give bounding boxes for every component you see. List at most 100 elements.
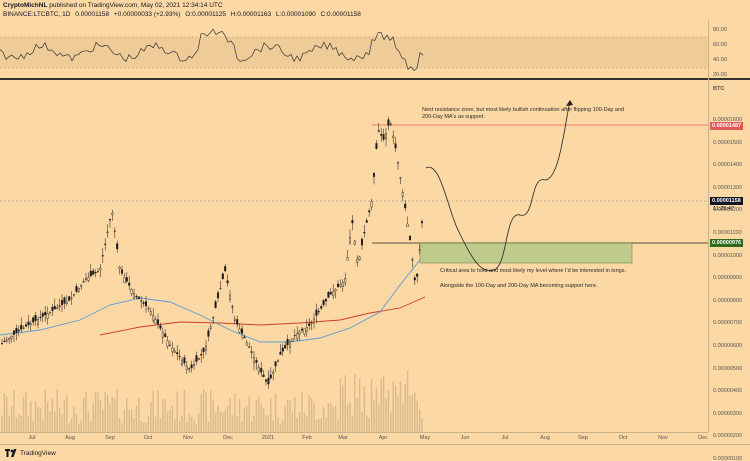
candle-body — [37, 318, 40, 325]
volume-bar — [78, 423, 80, 432]
pane-divider[interactable] — [0, 78, 750, 80]
candle-body — [82, 281, 85, 283]
last-price: 0.00001158 — [75, 11, 110, 18]
volume-bar — [49, 411, 51, 432]
rsi-tick: 60.00 — [713, 42, 727, 48]
volume-bar — [236, 416, 238, 432]
volume-bar — [217, 405, 219, 432]
symbol-label[interactable]: BINANCE:LTCBTC, 1D — [3, 11, 71, 18]
candle-body — [147, 308, 150, 310]
volume-bar — [193, 420, 195, 432]
price-change: +0.00000033 (+2.93%) — [113, 11, 181, 18]
volume-bar — [56, 389, 58, 432]
candle-body — [32, 317, 35, 323]
volume-bar — [253, 415, 255, 432]
volume-bar — [174, 419, 176, 432]
volume-bar — [147, 415, 150, 432]
volume-bar — [51, 398, 54, 432]
candle-body — [39, 316, 42, 318]
volume-bar — [75, 413, 78, 432]
time-tick: Sep — [578, 435, 588, 441]
price-axis[interactable]: 80.00 60.00 40.00 20.00 BTC 0.00001600 0.… — [708, 20, 750, 461]
volume-bar — [274, 393, 277, 432]
candle-body — [233, 318, 236, 321]
close-value: C:0.00001158 — [320, 11, 361, 18]
volume-bar — [159, 418, 162, 432]
time-tick: Oct — [618, 435, 628, 441]
candle-body — [34, 315, 37, 321]
publish-line: CryptoMichNL published on TradingView.co… — [3, 1, 364, 10]
price-tick: 0.00001200 — [713, 207, 743, 214]
time-tick: Sep — [105, 435, 115, 441]
candle-body — [8, 337, 11, 341]
candle-body — [373, 173, 376, 177]
author-name[interactable]: CryptoMichNL — [3, 2, 48, 9]
candle-body — [349, 236, 352, 244]
candle-body — [202, 347, 205, 353]
volume-bar — [10, 406, 13, 432]
candle-body — [101, 255, 104, 257]
volume-bar — [368, 418, 370, 432]
chart-header: CryptoMichNL published on TradingView.co… — [3, 1, 364, 19]
candle-body — [12, 330, 15, 335]
current-price-badge: 0.00001158 — [710, 197, 743, 205]
footer: TradingView — [0, 444, 750, 461]
time-axis[interactable]: Jul Aug Sep Oct Nov Dec 2021 Feb Mar Apr May Jun Jul… — [0, 432, 708, 444]
volume-bar — [298, 412, 301, 432]
volume-bar — [258, 396, 260, 432]
candle-body — [329, 291, 332, 295]
volume-bar — [414, 392, 416, 432]
price-tick: 0.00001300 — [713, 184, 743, 191]
volume-bar — [354, 374, 356, 432]
candle-body — [46, 313, 49, 319]
candle-body — [293, 335, 296, 337]
tradingview-logo-icon[interactable] — [5, 448, 17, 458]
candle-body — [291, 338, 294, 342]
brand-name[interactable]: TradingView — [20, 449, 56, 457]
candle-body — [337, 283, 340, 288]
time-tick: May — [419, 435, 431, 441]
volume-bar — [286, 399, 289, 432]
candle-body — [243, 336, 246, 339]
candle-body — [406, 223, 409, 228]
volume-bar — [109, 404, 111, 432]
volume-bar — [39, 408, 42, 432]
candle-body — [161, 332, 164, 338]
volume-bar — [25, 391, 27, 432]
candle-body — [116, 243, 119, 250]
volume-bar — [327, 403, 330, 432]
volume-bar — [421, 418, 423, 432]
candle-body — [226, 280, 229, 284]
volume-bar — [390, 411, 392, 432]
rsi-pane[interactable] — [0, 20, 708, 78]
volume-bar — [183, 389, 186, 432]
candle-body — [200, 354, 203, 356]
volume-bar — [337, 419, 339, 432]
candle-body — [152, 315, 155, 321]
candle-body — [365, 220, 368, 223]
volume-bar — [219, 411, 222, 432]
volume-bar — [8, 415, 10, 432]
candle-body — [250, 351, 253, 353]
time-tick: Mar — [338, 435, 348, 441]
volume-bar — [46, 401, 49, 432]
volume-bar — [382, 375, 385, 432]
candle-body — [142, 302, 145, 304]
volume-bar — [123, 410, 126, 432]
volume-bar — [145, 422, 147, 432]
candle-body — [25, 324, 28, 327]
volume-bar — [44, 390, 46, 432]
candle-body — [382, 134, 385, 140]
price-chart[interactable] — [0, 80, 708, 432]
candle-body — [387, 119, 390, 126]
candle-body — [22, 327, 25, 329]
volume-bar — [85, 391, 87, 432]
volume-bar — [366, 415, 368, 432]
volume-bar — [241, 421, 243, 432]
candle-body — [75, 286, 78, 292]
candle-body — [214, 301, 217, 308]
volume-bar — [214, 412, 217, 432]
volume-bar — [133, 418, 135, 432]
candle-body — [332, 291, 335, 297]
price-tick: 0.00000500 — [713, 365, 743, 372]
